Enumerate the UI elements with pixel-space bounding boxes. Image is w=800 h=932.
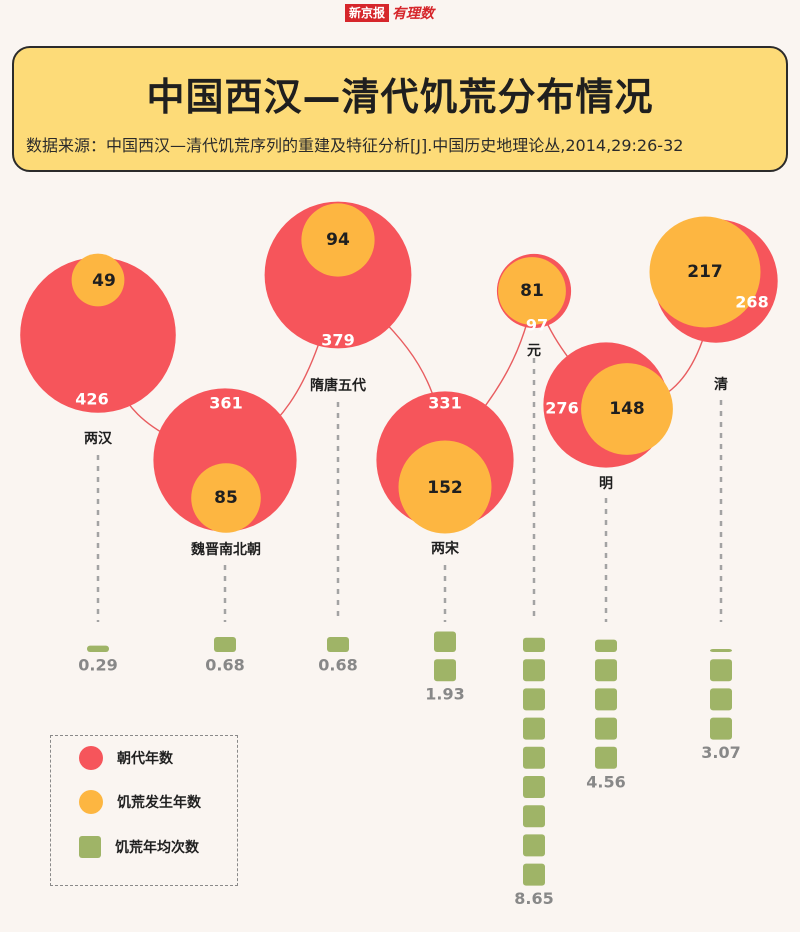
dynasty-bubble [153,388,297,532]
rate-bar-partial [327,637,349,652]
famine-bubble [191,463,261,533]
famine-years-label: 94 [326,230,350,250]
rate-bar-partial [523,637,545,652]
dynasty-name-label: 魏晋南北朝 [190,541,261,558]
rate-value-label: 0.68 [205,656,244,675]
header-panel: 中国西汉—清代饥荒分布情况 数据来源：中国西汉—清代饥荒序列的重建及特征分析[J… [12,46,788,172]
rate-bar-unit [595,717,617,740]
rate-bar-partial [87,645,109,652]
legend-label-dynasty: 朝代年数 [117,751,173,767]
dynasty-years-label: 379 [321,331,354,350]
rate-bar-partial [595,639,617,652]
rate-bar-unit [595,688,617,711]
dynasty-years-label: 276 [545,399,578,418]
rate-bar-unit [523,863,545,886]
rate-value-label: 3.07 [701,743,740,762]
famine-years-label: 152 [427,478,463,498]
brand-tag: 有理数 [392,6,435,22]
dynasty-years-label: 268 [735,293,768,312]
famine-bubble [301,203,375,277]
rate-bar-unit [595,659,617,682]
famine-years-label: 148 [609,399,645,419]
legend-item-famine: 饥荒发生年数 [79,790,201,814]
rate-bar-unit [710,659,732,682]
rate-bar-unit [523,805,545,828]
dynasty-bubble [20,257,176,413]
data-source-note: 数据来源：中国西汉—清代饥荒序列的重建及特征分析[J].中国历史地理论丛,201… [26,136,684,155]
rate-bar-unit [523,659,545,682]
page-title: 中国西汉—清代饥荒分布情况 [146,75,654,119]
rate-bar-unit [710,688,732,711]
dynasty-name-label: 元 [527,343,541,359]
dynasty-years-label: 331 [428,394,461,413]
brand-name: 新京报 [345,4,390,22]
famine-years-label: 217 [687,262,723,282]
rate-bar-partial [710,649,732,652]
rate-bar-unit [523,776,545,798]
legend-swatch-rate [79,836,101,858]
dynasty-name-label: 隋唐五代 [310,377,366,394]
rate-value-label: 0.68 [318,656,357,675]
famine-bubble [649,216,761,328]
legend-label-famine: 饥荒发生年数 [117,795,201,811]
rate-bar-unit [523,834,545,857]
rate-bar-partial [434,631,456,652]
famine-bubble [498,257,566,325]
legend-item-dynasty: 朝代年数 [79,746,173,770]
dynasty-name-label: 两宋 [431,540,460,557]
rate-bar-unit [523,717,545,740]
rate-value-label: 4.56 [586,772,625,791]
brand-logo: 新京报 有理数 [345,3,434,23]
famine-years-label: 49 [92,271,116,291]
famine-years-label: 85 [214,488,238,508]
dynasty-years-label: 97 [526,316,548,335]
rate-bar-unit [523,746,545,769]
dynasty-name-label: 明 [599,476,613,492]
legend-item-rate: 饥荒年均次数 [79,836,199,858]
legend-swatch-famine [79,790,103,814]
legend: 朝代年数 饥荒发生年数 饥荒年均次数 [50,735,238,886]
legend-label-rate: 饥荒年均次数 [115,840,199,856]
dynasty-years-label: 426 [75,390,108,409]
legend-swatch-dynasty [79,746,103,770]
famine-bubble [398,440,492,534]
dynasty-name-label: 清 [714,376,728,393]
famine-years-label: 81 [520,281,544,301]
rate-value-label: 8.65 [514,889,553,908]
famine-bubble [71,253,125,307]
rate-value-label: 1.93 [425,685,464,704]
rate-bar-unit [595,746,617,769]
dynasty-name-label: 两汉 [84,431,113,447]
dynasty-years-label: 361 [209,394,242,413]
rate-bar-partial [214,637,236,652]
famine-bubble [581,363,673,455]
rate-value-label: 0.29 [78,656,117,675]
rate-bar-unit [710,717,732,740]
rate-bar-unit [523,688,545,711]
rate-bar-unit [434,659,456,682]
